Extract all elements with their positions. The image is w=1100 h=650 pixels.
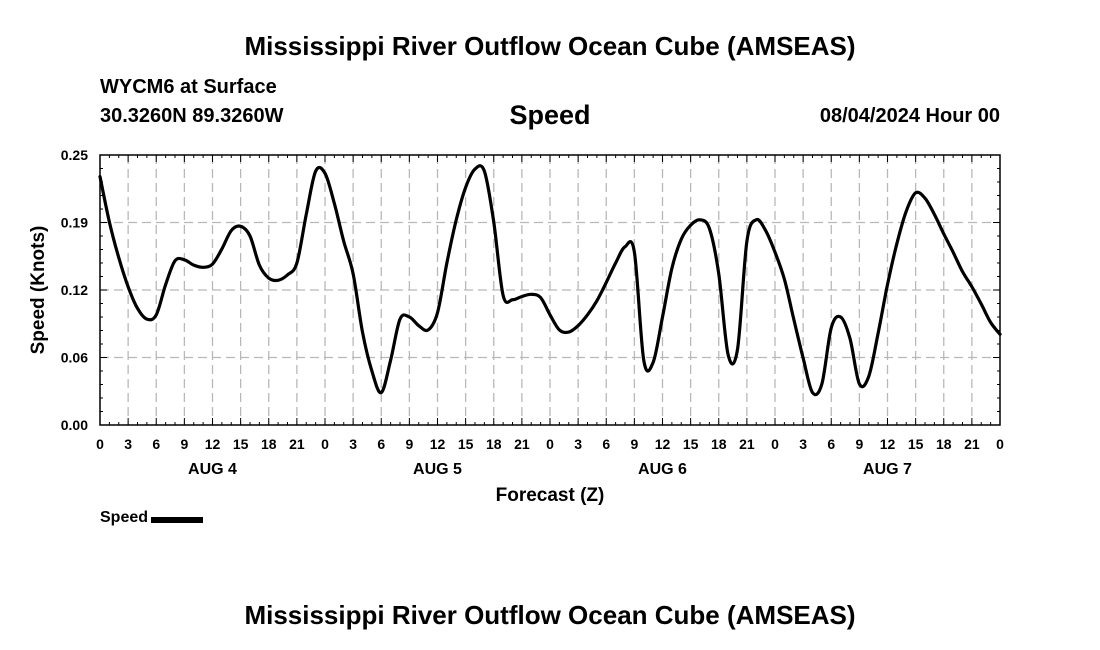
speed-series-line <box>98 164 1002 397</box>
x-tick-label: 21 <box>964 436 980 452</box>
legend-label: Speed <box>100 509 149 526</box>
x-tick-label: 18 <box>936 436 952 452</box>
x-tick-label: 6 <box>827 436 835 452</box>
x-tick-label: 9 <box>630 436 638 452</box>
y-tick-label: 0.25 <box>61 147 88 163</box>
x-tick-label: 0 <box>771 436 779 452</box>
x-tick-label: 15 <box>233 436 249 452</box>
x-tick-label: 6 <box>152 436 160 452</box>
x-tick-label: 0 <box>546 436 554 452</box>
legend: Speed <box>100 509 204 527</box>
chart-title: Mississippi River Outflow Ocean Cube (AM… <box>244 31 856 61</box>
y-axis-title: Speed (Knots) <box>28 226 49 355</box>
x-tick-label: 15 <box>683 436 699 452</box>
day-label: AUG 6 <box>638 461 687 478</box>
station-label: WYCM6 at Surface <box>100 76 277 98</box>
day-label: AUG 7 <box>863 461 912 478</box>
x-tick-label: 21 <box>514 436 530 452</box>
x-tick-label: 3 <box>124 436 132 452</box>
x-tick-label: 18 <box>486 436 502 452</box>
day-label: AUG 5 <box>413 461 462 478</box>
x-tick-label: 6 <box>602 436 610 452</box>
variable-title: Speed <box>509 100 591 130</box>
y-tick-label: 0.00 <box>61 417 88 433</box>
x-tick-label: 15 <box>458 436 474 452</box>
x-tick-label: 12 <box>655 436 671 452</box>
x-tick-label: 0 <box>321 436 329 452</box>
legend-line-swatch <box>151 516 204 523</box>
x-tick-label: 9 <box>855 436 863 452</box>
footer-title: Mississippi River Outflow Ocean Cube (AM… <box>244 600 856 630</box>
x-tick-label: 21 <box>739 436 755 452</box>
y-tick-label: 0.06 <box>61 350 88 366</box>
x-tick-label: 3 <box>799 436 807 452</box>
x-tick-label: 3 <box>349 436 357 452</box>
y-tick-label: 0.19 <box>61 215 88 231</box>
x-tick-label: 18 <box>261 436 277 452</box>
x-tick-label: 12 <box>430 436 446 452</box>
x-tick-label: 9 <box>405 436 413 452</box>
x-tick-label: 15 <box>908 436 924 452</box>
y-tick-label: 0.12 <box>61 282 88 298</box>
x-tick-label: 21 <box>289 436 305 452</box>
x-tick-label: 12 <box>205 436 221 452</box>
x-tick-label: 6 <box>377 436 385 452</box>
x-tick-label: 12 <box>880 436 896 452</box>
x-tick-label: 0 <box>996 436 1004 452</box>
coordinates-label: 30.3260N 89.3260W <box>100 105 284 127</box>
x-tick-label: 9 <box>180 436 188 452</box>
forecast-datetime: 08/04/2024 Hour 00 <box>819 105 1000 127</box>
x-tick-label: 18 <box>711 436 727 452</box>
x-tick-label: 0 <box>96 436 104 452</box>
x-tick-label: 3 <box>574 436 582 452</box>
plot-frame <box>99 154 1001 426</box>
day-label: AUG 4 <box>188 461 237 478</box>
x-axis-title: Forecast (Z) <box>496 485 605 506</box>
